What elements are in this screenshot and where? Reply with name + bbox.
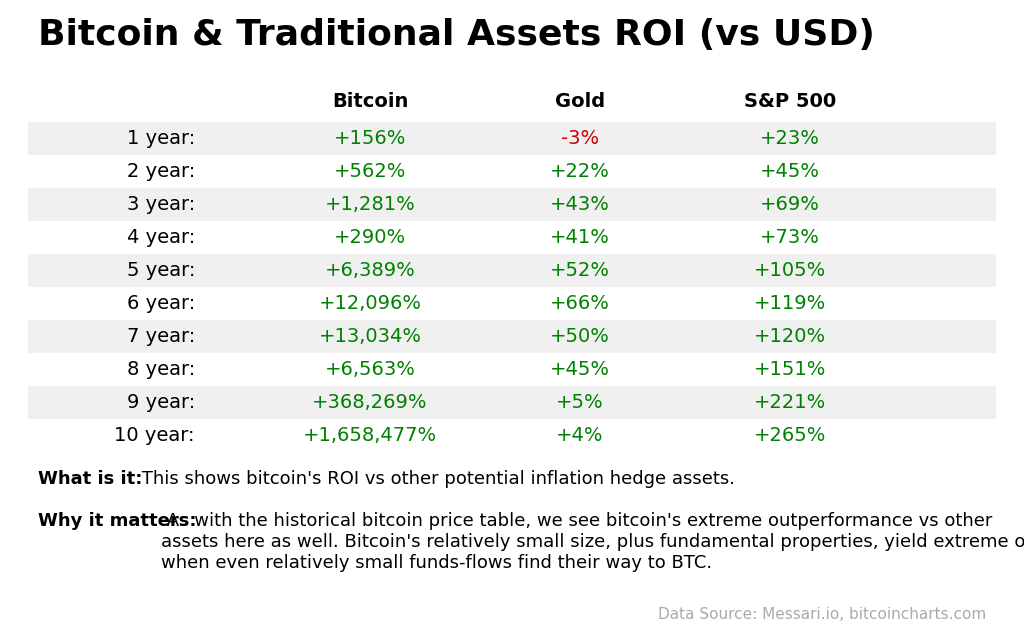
Text: +368,269%: +368,269% [312, 393, 428, 412]
Bar [28, 254, 996, 287]
Text: 7 year:: 7 year: [127, 327, 195, 346]
Text: +156%: +156% [334, 129, 407, 148]
Text: +66%: +66% [550, 294, 610, 313]
Text: +221%: +221% [754, 393, 826, 412]
Text: Bitcoin & Traditional Assets ROI (vs USD): Bitcoin & Traditional Assets ROI (vs USD… [38, 18, 874, 52]
Text: What is it:: What is it: [38, 470, 142, 488]
Text: +45%: +45% [760, 162, 820, 181]
Text: Data Source: Messari.io, bitcoincharts.com: Data Source: Messari.io, bitcoincharts.c… [657, 607, 986, 622]
Text: +52%: +52% [550, 261, 610, 280]
Text: S&P 500: S&P 500 [743, 92, 837, 111]
Text: 4 year:: 4 year: [127, 228, 195, 247]
Text: +22%: +22% [550, 162, 610, 181]
Text: +43%: +43% [550, 195, 610, 214]
Text: +23%: +23% [760, 129, 820, 148]
Text: +45%: +45% [550, 360, 610, 379]
Text: 1 year:: 1 year: [127, 129, 195, 148]
Text: +562%: +562% [334, 162, 407, 181]
Text: 10 year:: 10 year: [115, 426, 195, 445]
Text: 2 year:: 2 year: [127, 162, 195, 181]
Text: +120%: +120% [754, 327, 826, 346]
Text: +1,281%: +1,281% [325, 195, 416, 214]
Text: +290%: +290% [334, 228, 407, 247]
Text: +1,658,477%: +1,658,477% [303, 426, 437, 445]
Text: +265%: +265% [754, 426, 826, 445]
Text: -3%: -3% [561, 129, 599, 148]
Text: This shows bitcoin's ROI vs other potential inflation hedge assets.: This shows bitcoin's ROI vs other potent… [136, 470, 735, 488]
Text: +41%: +41% [550, 228, 610, 247]
Text: +12,096%: +12,096% [318, 294, 422, 313]
Bar [28, 320, 996, 353]
Text: 8 year:: 8 year: [127, 360, 195, 379]
Text: 5 year:: 5 year: [127, 261, 195, 280]
Text: Bitcoin: Bitcoin [332, 92, 409, 111]
Text: 3 year:: 3 year: [127, 195, 195, 214]
Text: +151%: +151% [754, 360, 826, 379]
Text: +119%: +119% [754, 294, 826, 313]
Text: +5%: +5% [556, 393, 604, 412]
Text: +4%: +4% [556, 426, 604, 445]
Text: +6,389%: +6,389% [325, 261, 416, 280]
Text: As with the historical bitcoin price table, we see bitcoin's extreme outperforma: As with the historical bitcoin price tab… [161, 512, 1024, 571]
Text: +50%: +50% [550, 327, 610, 346]
Text: +105%: +105% [754, 261, 826, 280]
Text: +69%: +69% [760, 195, 820, 214]
Text: 9 year:: 9 year: [127, 393, 195, 412]
Text: +13,034%: +13,034% [318, 327, 422, 346]
Bar [28, 122, 996, 155]
Bar [28, 386, 996, 419]
Text: Gold: Gold [555, 92, 605, 111]
Text: +6,563%: +6,563% [325, 360, 416, 379]
Bar [28, 188, 996, 221]
Text: 6 year:: 6 year: [127, 294, 195, 313]
Text: Why it matters:: Why it matters: [38, 512, 197, 530]
Text: +73%: +73% [760, 228, 820, 247]
